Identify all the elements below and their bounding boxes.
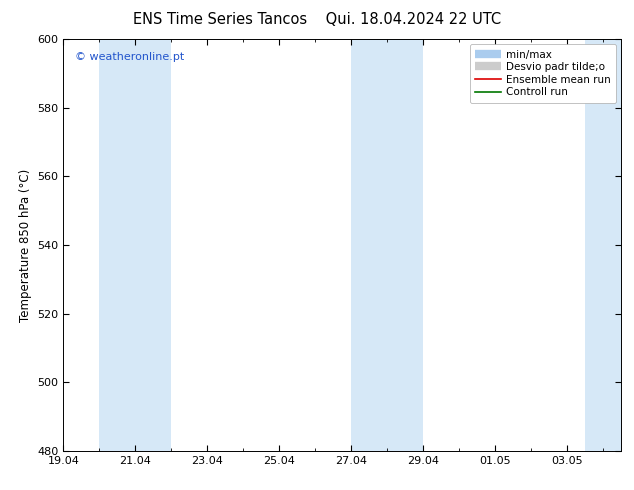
Text: ENS Time Series Tancos    Qui. 18.04.2024 22 UTC: ENS Time Series Tancos Qui. 18.04.2024 2… <box>133 12 501 27</box>
Legend: min/max, Desvio padr tilde;o, Ensemble mean run, Controll run: min/max, Desvio padr tilde;o, Ensemble m… <box>470 45 616 102</box>
Bar <box>100 39 171 451</box>
Y-axis label: Temperature 850 hPa (°C): Temperature 850 hPa (°C) <box>19 169 32 321</box>
Bar <box>585 39 634 451</box>
Text: © weatheronline.pt: © weatheronline.pt <box>75 51 184 62</box>
Bar <box>351 39 424 451</box>
